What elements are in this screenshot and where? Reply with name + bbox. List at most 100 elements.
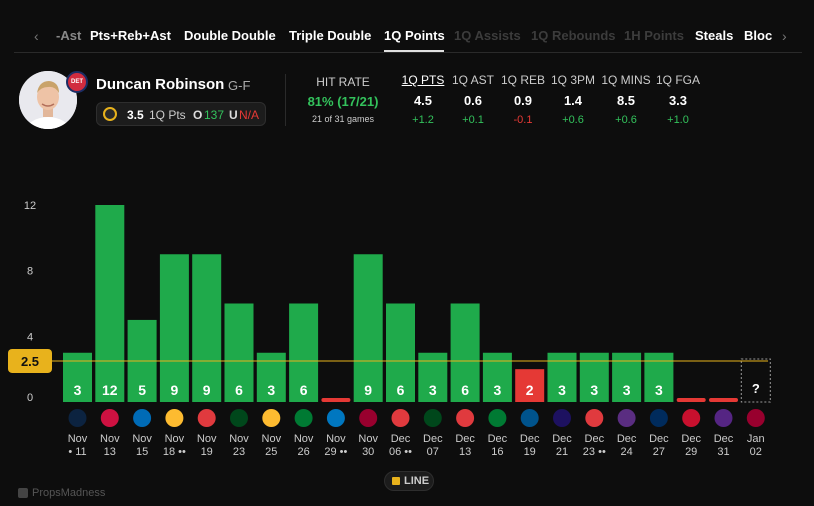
team-logo-icon xyxy=(617,409,636,427)
game-date-day: 13 xyxy=(104,446,116,458)
active-tab-indicator xyxy=(384,50,444,52)
game-date-month: Nov xyxy=(197,433,217,445)
hit-rate-label: HIT RATE xyxy=(316,75,370,89)
game-date-month: Dec xyxy=(714,433,734,445)
player-name[interactable]: Duncan Robinson xyxy=(96,76,225,93)
team-logo-icon xyxy=(520,409,539,427)
game-date-day: 27 xyxy=(653,446,665,458)
bar-value-label: 6 xyxy=(235,382,243,398)
y-tick-label: 0 xyxy=(27,392,33,404)
team-logo-icon xyxy=(649,409,668,427)
game-date-month: Nov xyxy=(165,433,185,445)
stat-label: 1Q REB xyxy=(500,73,545,87)
tab-1q-points[interactable]: 1Q Points xyxy=(384,28,445,43)
team-logo-icon xyxy=(230,409,248,427)
game-bar[interactable] xyxy=(95,205,125,402)
game-bar[interactable] xyxy=(353,254,383,402)
stat-1q-3pm[interactable]: 1Q 3PM 1.4 +0.6 xyxy=(541,73,605,126)
game-date-month: Nov xyxy=(68,433,88,445)
game-date-day: 19 xyxy=(524,446,536,458)
game-date-day: 07 xyxy=(427,446,439,458)
tabs-scroll-left-icon[interactable]: ‹ xyxy=(34,28,39,44)
stat-1q-fga[interactable]: 1Q FGA 3.3 +1.0 xyxy=(646,73,710,126)
game-date-month: Jan xyxy=(747,433,765,445)
game-date-day: • 11 xyxy=(68,446,86,458)
team-logo-icon xyxy=(100,409,119,427)
prop-tabs: ‹ -Ast Pts+Reb+Ast Double Double Triple … xyxy=(14,22,802,53)
tab-steals[interactable]: Steals xyxy=(695,28,734,43)
game-bar[interactable] xyxy=(676,398,706,402)
game-bar[interactable] xyxy=(192,254,222,402)
team-logo-icon xyxy=(553,409,571,427)
tab-1h-points[interactable]: 1H Points xyxy=(624,28,684,43)
tab-triple-double[interactable]: Triple Double xyxy=(289,28,372,43)
tab-pts-reb-ast[interactable]: Pts+Reb+Ast xyxy=(90,28,171,43)
game-date-day: 13 xyxy=(459,446,471,458)
bar-value-label: 3 xyxy=(590,382,598,398)
game-date-day: 29 •• xyxy=(324,446,347,458)
props-madness-logo-icon xyxy=(18,488,28,498)
stat-value: 0.9 xyxy=(513,93,533,108)
bar-value-label: 2 xyxy=(526,382,534,398)
tabs-scroll-right-icon[interactable]: › xyxy=(782,28,787,44)
game-date-month: Dec xyxy=(585,433,605,445)
tab-pts-reb-ast-partial[interactable]: -Ast xyxy=(56,28,82,43)
bar-value-label: 3 xyxy=(267,382,275,398)
stat-1q-pts[interactable]: 1Q PTS 4.5 +1.2 xyxy=(391,73,455,126)
game-bar[interactable] xyxy=(321,398,351,402)
bar-value-label: 6 xyxy=(461,382,469,398)
stat-value: 3.3 xyxy=(668,93,688,108)
game-date-day: 23 •• xyxy=(583,446,606,458)
game-date-month: Nov xyxy=(326,433,346,445)
threshold-label: 2.5 xyxy=(21,354,39,369)
watermark-text: PropsMadness xyxy=(32,487,106,499)
game-date-month: Dec xyxy=(552,433,572,445)
stat-1q-reb[interactable]: 1Q REB 0.9 -0.1 xyxy=(491,73,555,126)
tab-double-double[interactable]: Double Double xyxy=(184,28,276,43)
team-logo-icon xyxy=(456,409,475,427)
bar-value-label: 9 xyxy=(364,382,372,398)
bar-value-label: ? xyxy=(752,381,760,396)
tab-1q-rebounds[interactable]: 1Q Rebounds xyxy=(531,28,616,43)
team-logo-icon xyxy=(682,409,701,427)
team-logo-icon xyxy=(68,409,87,427)
game-date-month: Dec xyxy=(391,433,411,445)
team-badge: DET xyxy=(66,71,88,93)
threshold-badge[interactable] xyxy=(8,348,52,373)
stat-value: 4.5 xyxy=(413,93,433,108)
tab-1q-assists[interactable]: 1Q Assists xyxy=(454,28,521,43)
stat-value: 0.6 xyxy=(463,93,483,108)
game-date-month: Nov xyxy=(294,433,314,445)
line-toggle-button[interactable]: LINE xyxy=(384,471,434,491)
stat-1q-mins[interactable]: 1Q MINS 8.5 +0.6 xyxy=(594,73,658,126)
game-date-day: 30 xyxy=(362,446,374,458)
game-bar[interactable] xyxy=(709,398,738,402)
prop-line-pill[interactable]: 3.5 1Q Pts O 137 U N/A xyxy=(96,102,266,126)
stat-diff: +1.2 xyxy=(412,114,434,126)
player-position: G-F xyxy=(228,78,251,93)
game-date-day: 15 xyxy=(136,446,148,458)
stat-1q-ast[interactable]: 1Q AST 0.6 +0.1 xyxy=(441,73,505,126)
game-bar[interactable] xyxy=(450,303,480,403)
y-tick-label: 8 xyxy=(27,266,33,278)
game-date-month: Dec xyxy=(520,433,540,445)
game-date-month: Nov xyxy=(358,433,378,445)
stat-diff: +0.6 xyxy=(615,114,637,126)
stat-diff: +0.1 xyxy=(462,114,484,126)
game-bar[interactable] xyxy=(515,369,545,402)
game-bar[interactable] xyxy=(224,303,254,403)
team-logo-icon xyxy=(197,409,216,427)
stat-label: 1Q PTS xyxy=(401,73,445,87)
team-logo-icon xyxy=(133,409,152,427)
game-date-day: 19 xyxy=(201,446,213,458)
game-date-day: 02 xyxy=(750,446,762,458)
under-label: U xyxy=(229,108,238,122)
over-label: O xyxy=(193,108,203,122)
team-logo-icon xyxy=(423,409,442,427)
team-logo-icon xyxy=(294,409,313,427)
hit-rate-games: 21 of 31 games xyxy=(311,114,375,124)
game-bar[interactable] xyxy=(386,303,415,403)
game-bar[interactable] xyxy=(289,303,319,403)
tab-blocks[interactable]: Bloc xyxy=(744,28,773,43)
game-bar[interactable] xyxy=(159,254,189,402)
